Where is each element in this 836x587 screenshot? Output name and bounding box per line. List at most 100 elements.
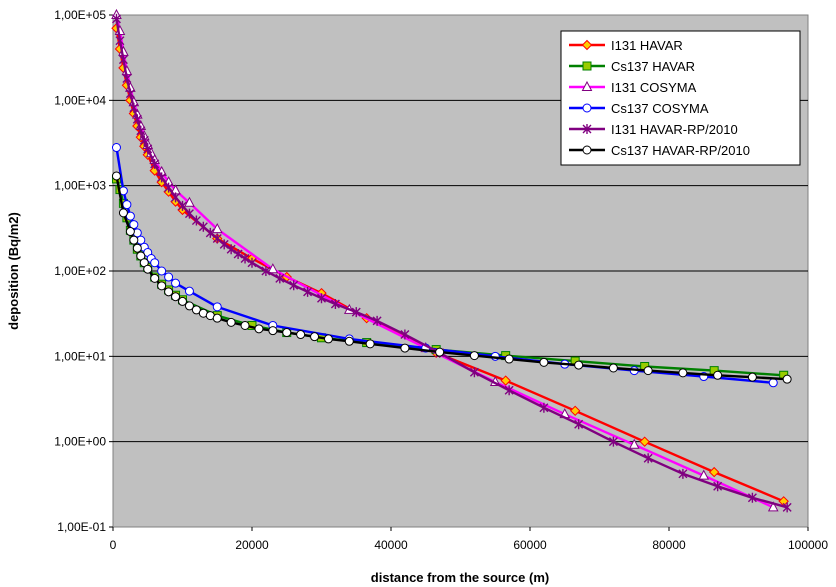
series-marker: [698, 469, 710, 480]
series-marker: [184, 301, 194, 311]
series-marker: [150, 158, 160, 169]
legend-item: I131 HAVAR-RP/2010: [569, 122, 738, 137]
series-marker: [400, 343, 410, 353]
series-marker: [212, 313, 222, 323]
series-marker: [219, 239, 229, 250]
series-marker: [500, 375, 511, 386]
series-marker: [132, 114, 142, 125]
x-axis-title: distance from the source (m): [371, 570, 549, 585]
series-marker: [678, 468, 688, 479]
series-marker: [317, 293, 326, 304]
series-marker: [400, 329, 410, 340]
y-tick-label: 1,00E+04: [54, 93, 106, 107]
legend-item: Cs137 HAVAR: [569, 59, 695, 74]
series-marker: [136, 125, 146, 136]
legend-item: Cs137 COSYMA: [569, 101, 709, 116]
series-marker: [129, 235, 139, 245]
series-marker: [574, 360, 584, 370]
series-marker: [643, 366, 653, 376]
series-marker: [184, 286, 194, 296]
series-marker: [678, 368, 688, 378]
series-marker: [226, 317, 236, 327]
series-marker: [296, 330, 306, 340]
series-marker: [150, 273, 160, 283]
series-marker: [157, 266, 167, 276]
series-marker: [150, 258, 160, 268]
series-marker: [372, 315, 382, 326]
series-marker: [539, 402, 549, 413]
x-tick-label: 20000: [235, 538, 269, 552]
series-marker: [344, 336, 354, 346]
series-marker: [261, 266, 271, 276]
series-marker: [143, 143, 153, 154]
series-marker: [289, 280, 299, 291]
legend-label: I131 HAVAR: [611, 38, 683, 53]
x-tick-label: 40000: [374, 538, 408, 552]
series-marker: [171, 292, 181, 302]
legend-label: Cs137 HAVAR-RP/2010: [611, 143, 750, 158]
legend-item: I131 HAVAR: [569, 38, 683, 53]
series-marker: [608, 363, 618, 373]
series-marker: [129, 220, 139, 230]
legend-marker: [582, 145, 592, 155]
series-marker: [639, 436, 650, 447]
series-marker: [330, 299, 340, 310]
series-marker: [132, 243, 142, 253]
legend-label: Cs137 HAVAR: [611, 59, 695, 74]
series-marker: [164, 272, 174, 282]
series-marker: [233, 249, 243, 260]
series-marker: [143, 264, 153, 274]
legend-marker: [582, 124, 592, 134]
series-marker: [240, 253, 250, 264]
x-tick-label: 100000: [788, 538, 828, 552]
series-marker: [768, 378, 778, 388]
legend-box: [560, 30, 801, 166]
x-axis-ticks: 0 20000 40000 60000 80000 100000: [110, 527, 828, 552]
series-marker: [310, 332, 320, 342]
series-marker: [139, 135, 149, 146]
series-marker: [157, 281, 167, 291]
series-marker: [122, 200, 132, 210]
series-marker: [275, 273, 285, 284]
series-marker: [184, 196, 195, 207]
series-marker: [504, 385, 514, 396]
series-marker: [643, 453, 653, 464]
legend-item: Cs137 HAVAR-RP/2010: [569, 143, 750, 158]
x-tick-label: 0: [110, 538, 117, 552]
series-marker: [782, 374, 792, 384]
series-marker: [608, 436, 618, 447]
series-marker: [628, 438, 640, 449]
series-marker: [122, 73, 132, 84]
series-marker: [574, 419, 584, 430]
series-marker: [539, 357, 549, 367]
series-marker: [111, 13, 121, 24]
series-marker: [747, 492, 757, 503]
y-axis-ticks: 1,00E-01 1,00E+00 1,00E+01 1,00E+02 1,00E+03…: [54, 8, 113, 534]
series-marker: [164, 287, 174, 297]
series-marker: [365, 339, 375, 349]
legend-label: I131 HAVAR-RP/2010: [611, 122, 738, 137]
series-marker: [178, 296, 187, 306]
series-marker: [268, 326, 278, 336]
y-tick-label: 1,00E+01: [54, 349, 106, 363]
series-marker: [303, 286, 313, 297]
series-marker: [212, 233, 222, 244]
series-marker: [782, 502, 792, 513]
legend-label: Cs137 COSYMA: [611, 101, 709, 116]
series-marker: [323, 334, 333, 344]
series-marker: [254, 324, 264, 334]
y-tick-label: 1,00E-01: [57, 520, 106, 534]
legend-marker: [582, 61, 592, 71]
series-marker: [708, 466, 720, 478]
series-marker: [115, 35, 125, 46]
series-marker: [184, 208, 194, 219]
series-marker: [212, 302, 222, 312]
series-marker: [569, 405, 581, 417]
series-marker: [129, 102, 139, 113]
series-marker: [240, 320, 250, 330]
series-marker: [171, 278, 181, 288]
legend-item: I131 COSYMA: [569, 80, 697, 95]
series-marker: [767, 501, 779, 512]
series-marker: [747, 372, 757, 382]
series-marker: [247, 257, 257, 268]
